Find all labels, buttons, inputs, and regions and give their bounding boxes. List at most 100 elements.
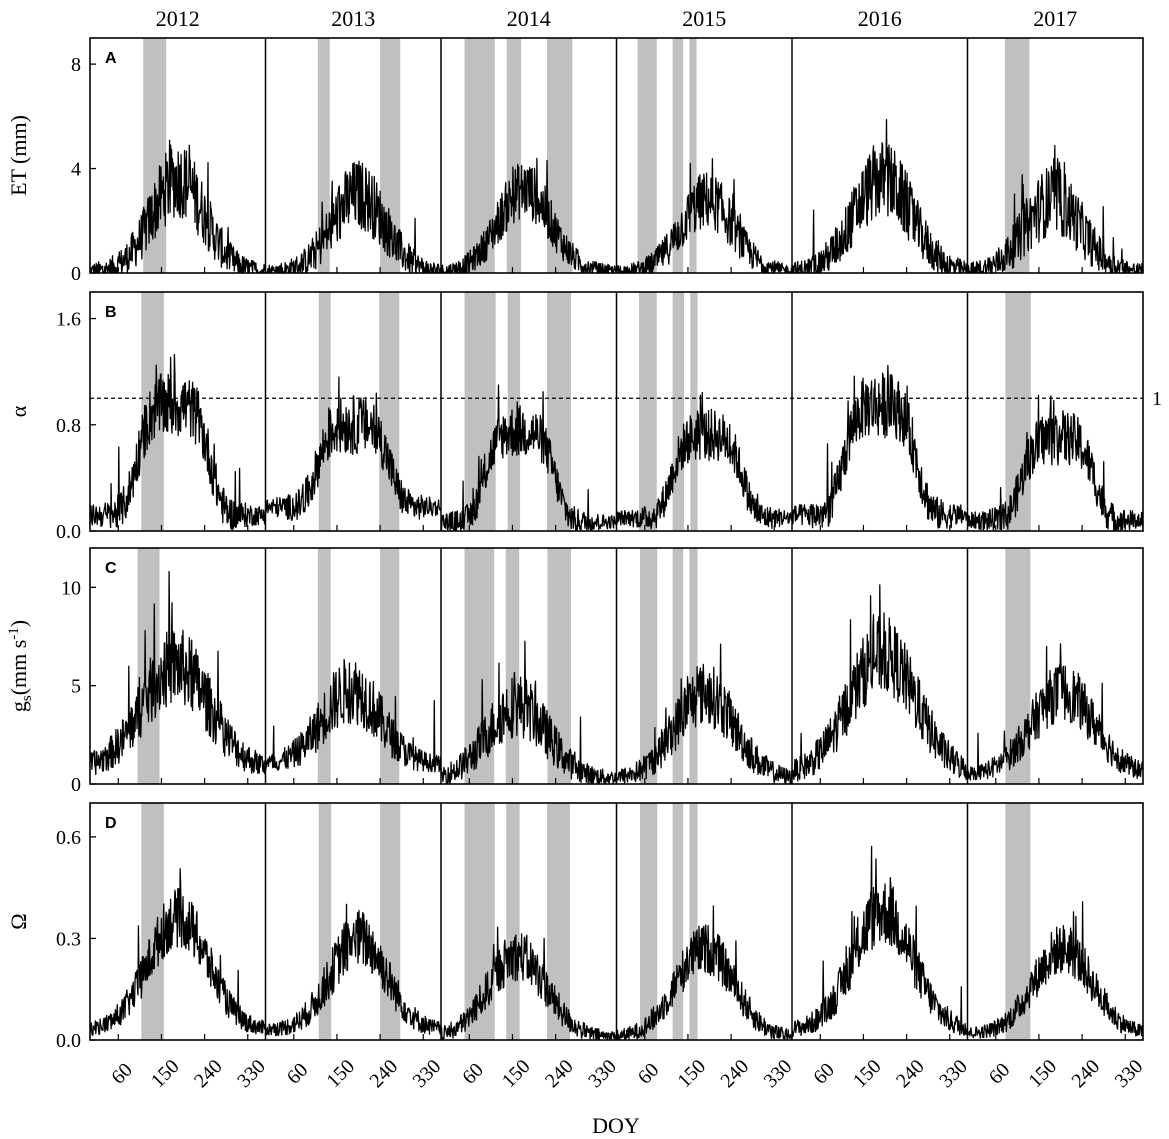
y-tick-label: 0.6 [56,827,81,849]
shaded-period [1004,38,1030,273]
shaded-period [464,38,495,273]
x-tick-label: 330 [1111,1055,1148,1092]
x-tick-label: 60 [283,1059,313,1089]
panel-a: 0 4 8 A ET (mm) [6,37,1144,285]
panel-c: 0 5 10 Cgs(mm s-1) [6,547,1144,796]
series-line-2014 [440,157,617,273]
series-line-2014 [440,384,617,531]
series-line-2013 [265,160,442,273]
series-line-2012 [89,570,266,776]
x-tick-label: 240 [892,1055,929,1092]
series-line-2015 [615,643,793,784]
y-axis-title-d: Ω [6,913,31,929]
year-label-2014: 2014 [507,6,551,31]
x-tick-label: 240 [716,1055,753,1092]
year-label-2012: 2012 [156,6,200,31]
series-line-2016 [791,118,968,273]
shaded-period [317,548,331,784]
x-tick-label: 150 [1024,1055,1061,1092]
panel-b: 1 0.0 0.8 1.6 Bα [6,291,1162,543]
y-tick-label: 0.8 [56,415,81,437]
year-labels: 2012 2013 2014 2015 2016 2017 [156,6,1078,31]
series-line-2013 [264,903,442,1037]
shaded-period [689,38,697,273]
panel-frame [89,802,1144,1041]
series-line-2013 [264,376,442,522]
shaded-period [318,292,331,531]
x-axis: 60 150 240 330 60 150 240 330 60 150 240 330 60 150 24… [107,1055,1147,1092]
series-line-2012 [89,868,266,1036]
series-line-2017 [966,901,1144,1039]
series-line-2017 [966,643,1144,781]
shaded-period [639,548,658,784]
y-tick-label: 5 [71,676,81,698]
series-line-2017 [966,144,1144,273]
x-tick-label: 240 [1067,1055,1104,1092]
x-tick-label: 150 [322,1055,359,1092]
panel-frame [89,37,1144,274]
y-axis-title-a: ET (mm) [6,115,31,196]
y-tick-label: 1.6 [56,309,81,331]
y-tick-label: 0.0 [56,1030,81,1052]
shaded-period [507,292,521,531]
shaded-period [672,803,684,1040]
shaded-period [1005,803,1031,1040]
panel-frame [89,547,1144,785]
series-line-2016 [791,364,968,529]
x-tick-label: 240 [365,1055,402,1092]
shaded-period [137,548,160,784]
shaded-period [689,803,698,1040]
shaded-period [672,38,684,273]
x-tick-label: 330 [935,1055,972,1092]
x-axis-title: DOY [592,1113,640,1138]
series-line-2015 [615,905,793,1040]
series-line-2015 [615,158,793,273]
year-label-2016: 2016 [858,6,902,31]
shaded-period [547,548,571,784]
panel-letter-a: A [105,50,117,67]
x-tick-label: 150 [673,1055,710,1092]
series-line-2014 [440,640,617,784]
x-tick-label: 60 [107,1059,137,1089]
shaded-period [546,803,570,1040]
y-axis-title-b: α [6,405,31,417]
y-tick-label: 0.3 [56,928,81,950]
shaded-period [690,292,698,531]
shaded-period [380,548,400,784]
x-tick-label: 240 [190,1055,227,1092]
shaded-period [505,548,520,784]
y-tick-label: 10 [61,577,81,599]
y-tick-label: 8 [71,54,81,76]
series-line-2017 [966,394,1144,531]
panel-frame [89,291,1144,532]
x-tick-label: 150 [849,1055,886,1092]
shaded-period [689,548,698,784]
shaded-period [639,292,657,531]
y-tick-label: 0 [71,774,81,796]
panel-letter-c: C [105,560,117,577]
y-tick-label: 4 [71,159,81,181]
series-line-2016 [791,584,968,782]
x-tick-label: 60 [458,1059,488,1089]
x-tick-label: 150 [147,1055,184,1092]
x-tick-label: 330 [760,1055,797,1092]
series-line-2016 [791,845,968,1038]
x-tick-label: 330 [233,1055,270,1092]
panel-letter-d: D [105,815,117,832]
x-tick-label: 60 [985,1059,1015,1089]
shaded-period [141,803,164,1040]
year-label-2013: 2013 [331,6,375,31]
x-tick-label: 240 [541,1055,578,1092]
y-axis-title-c: gs(mm s-1) [6,620,35,712]
y-tick-label: 0 [71,263,81,285]
x-tick-label: 60 [634,1059,664,1089]
shaded-period [672,548,684,784]
shaded-period [317,38,330,273]
shaded-period [380,803,401,1040]
panel-d: 0.0 0.3 0.6 D Ω [6,802,1144,1052]
x-tick-label: 330 [409,1055,446,1092]
shaded-period [379,292,400,531]
y-tick-label: 0.0 [56,521,81,543]
shaded-period [672,292,685,531]
